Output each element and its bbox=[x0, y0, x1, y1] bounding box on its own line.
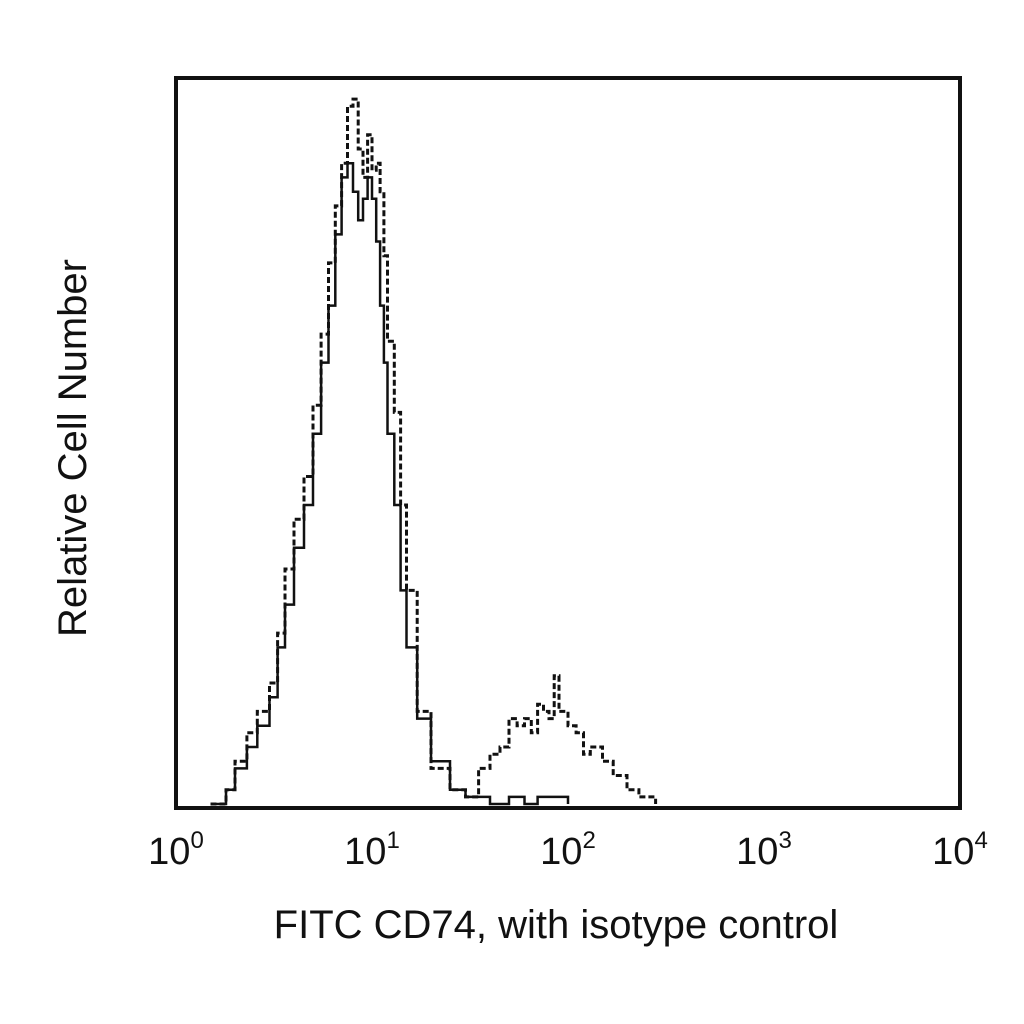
series-layer bbox=[210, 97, 658, 806]
x-axis-title: FITC CD74, with isotype control bbox=[274, 903, 839, 947]
x-tick-label-10e2: 102 bbox=[540, 827, 596, 873]
x-tick-labels: 100 101 102 103 104 bbox=[148, 827, 988, 873]
histogram-series-dashed bbox=[210, 97, 658, 806]
x-tick-label-10e0: 100 bbox=[148, 827, 204, 873]
histogram-series-solid bbox=[216, 161, 570, 806]
y-axis-title: Relative Cell Number bbox=[51, 259, 95, 637]
plot-frame bbox=[174, 76, 962, 810]
x-tick-label-10e1: 101 bbox=[344, 827, 400, 873]
x-tick-label-10e4: 104 bbox=[932, 827, 988, 873]
x-tick-label-10e3: 103 bbox=[736, 827, 792, 873]
